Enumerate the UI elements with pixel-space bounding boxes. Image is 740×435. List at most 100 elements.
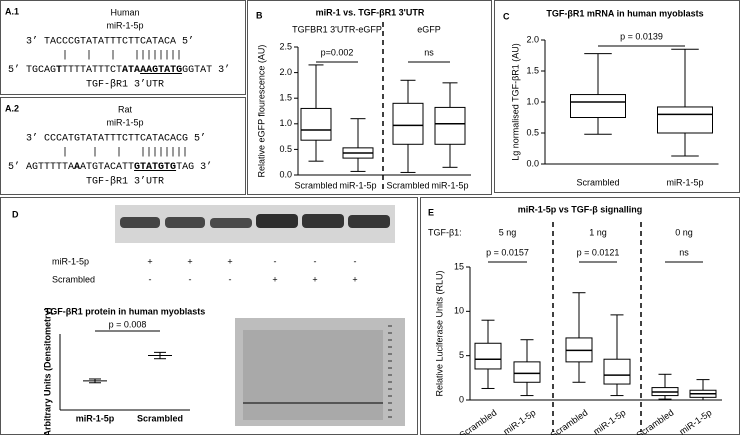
y-axis-label: Relative Luciferase Units (RLU) (434, 270, 444, 396)
sequence-segment: TAG 3’ (176, 161, 212, 173)
panel-label: A.1 (5, 6, 19, 16)
y-tick-label: 15 (454, 261, 464, 271)
western-blot (115, 205, 395, 243)
box (603, 358, 631, 385)
x-tick-label: Scrambled (549, 407, 590, 435)
x-tick-label: miR-1-5p (591, 407, 627, 435)
sequence-segment: 5’ TGCAG (8, 64, 56, 76)
group-label: TGFBR1 3'UTR-eGFP (292, 24, 382, 34)
box (300, 107, 332, 141)
panel-label: D (12, 209, 19, 219)
sequence-segment: ATGTACATT (80, 162, 134, 173)
box (513, 361, 541, 383)
condition-label: Scrambled (52, 274, 95, 284)
panel-a2-frame (0, 97, 246, 195)
target-sequence: 5’ AGTTTTTAAATGTACATTGTATGTGTAG 3’ (8, 161, 212, 173)
significance-label: p = 0.0121 (577, 247, 620, 257)
significance-label: p = 0.0157 (486, 247, 529, 257)
species: Rat (118, 104, 133, 114)
box (434, 106, 466, 145)
y-tick-label: 5 (459, 350, 464, 360)
significance-label: p = 0.0139 (620, 31, 663, 41)
condition-sign: + (312, 274, 317, 284)
group-label: eGFP (417, 24, 441, 34)
y-tick-label: 1.0 (279, 118, 292, 128)
y-axis-label: Lg normalised TGF-βR1 (AU) (510, 43, 520, 161)
chart-title: miR-1-5p vs TGF-β signalling (518, 204, 643, 214)
condition-sign: + (187, 256, 192, 266)
significance-label: ns (424, 47, 434, 57)
x-tick-label: Scrambled (458, 407, 499, 435)
sequence-segment: GGTAT 3’ (182, 64, 230, 76)
y-tick-label: 0.5 (279, 144, 292, 154)
x-tick-label: miR-1-5p (76, 413, 115, 423)
y-tick-label: 2.0 (526, 34, 539, 44)
sequence-segment: AAGTATG (140, 65, 182, 76)
condition-sign: + (227, 256, 232, 266)
pairing: | | | |||||||| (26, 147, 188, 159)
pairing: | | | |||||||| (26, 50, 182, 62)
x-tick-label: miR-1-5p (666, 177, 703, 187)
y-tick-label: 0.5 (526, 127, 539, 137)
group-label: 1 ng (589, 227, 607, 237)
y-tick-label: 2.0 (279, 67, 292, 77)
panel-label: E (428, 207, 434, 217)
y-tick-label: 0.0 (279, 169, 292, 179)
significance-label: ns (679, 247, 689, 257)
group-label: 0 ng (675, 227, 693, 237)
panel-label: B (256, 10, 263, 20)
x-tick-label: Scrambled (137, 413, 183, 423)
x-tick-label: miR-1-5p (501, 407, 537, 435)
target-sequence: 5’ TGCAGTTTTTATTTCTATAAAGTATGGGTAT 3’ (8, 64, 230, 76)
y-tick-label: 1.5 (526, 65, 539, 75)
sequence-segment: T (56, 65, 62, 76)
x-tick-label: miR-1-5p (339, 180, 376, 190)
target-name: TGF-βR1 3’UTR (86, 79, 164, 91)
x-tick-label: miR-1-5p (677, 407, 713, 435)
condition-sign: - (229, 274, 232, 284)
mirna-sequence: 3’ CCCATGTATATTTCTTCATACACG 5’ (26, 133, 206, 145)
condition-sign: - (149, 274, 152, 284)
sequence-segment: GTATGTG (134, 162, 176, 173)
x-tick-label: Scrambled (386, 180, 429, 190)
species: Human (110, 7, 139, 17)
significance-label: p = 0.008 (109, 319, 147, 329)
sequence-segment: ATA (122, 65, 140, 76)
y-axis-label: Relative eGFP flourescence (AU) (256, 45, 266, 178)
mirna-sequence: 3’ TACCCGTATATTTCTTCATACA 5’ (26, 36, 194, 48)
mirna-name: miR-1-5p (106, 20, 143, 30)
panel-label: A.2 (5, 103, 19, 113)
x-tick-label: miR-1-5p (431, 180, 468, 190)
condition-sign: + (147, 256, 152, 266)
x-tick-label: Scrambled (294, 180, 337, 190)
y-tick-label: 2.5 (279, 41, 292, 51)
condition-sign: - (354, 256, 357, 266)
mirna-name: miR-1-5p (106, 117, 143, 127)
sequence-segment: A (74, 162, 80, 173)
target-name: TGF-βR1 3’UTR (86, 176, 164, 188)
gel-image (235, 318, 405, 426)
box (474, 342, 502, 370)
y-tick-label: 0.0 (526, 158, 539, 168)
y-tick-label: 1.5 (279, 93, 292, 103)
y-axis-label: Arbitrary Units (Densitometry) (42, 307, 52, 435)
y-tick-label: 10 (454, 306, 464, 316)
box (392, 102, 424, 145)
sequence-segment: 5’ AGTTTTTA (8, 161, 74, 173)
chart-title: TGF-βR1 mRNA in human myoblasts (546, 8, 703, 18)
significance-label: p=0.002 (321, 47, 354, 57)
condition-sign: - (274, 256, 277, 266)
panel-label: C (503, 11, 510, 21)
condition-sign: - (189, 274, 192, 284)
group-title: TGF-β1: (428, 227, 462, 237)
condition-sign: + (352, 274, 357, 284)
condition-sign: - (314, 256, 317, 266)
chart-title: miR-1 vs. TGF-βR1 3'UTR (316, 7, 425, 17)
box (657, 106, 713, 134)
y-tick-label: 1.0 (526, 96, 539, 106)
box (570, 94, 626, 118)
chart-title: TGF-βR1 protein in human myoblasts (45, 306, 206, 316)
condition-sign: + (272, 274, 277, 284)
sequence-segment: TTTTATTTCT (62, 65, 122, 76)
